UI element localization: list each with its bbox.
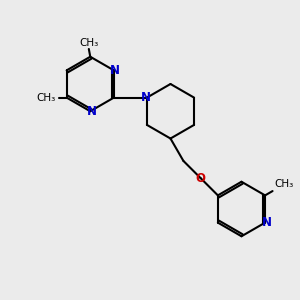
Text: N: N	[262, 216, 272, 229]
Text: CH₃: CH₃	[79, 38, 98, 47]
Text: N: N	[87, 105, 97, 118]
Text: N: N	[140, 91, 150, 104]
Text: O: O	[196, 172, 206, 184]
Text: CH₃: CH₃	[36, 93, 55, 103]
Text: N: N	[110, 64, 120, 77]
Text: CH₃: CH₃	[274, 179, 293, 189]
